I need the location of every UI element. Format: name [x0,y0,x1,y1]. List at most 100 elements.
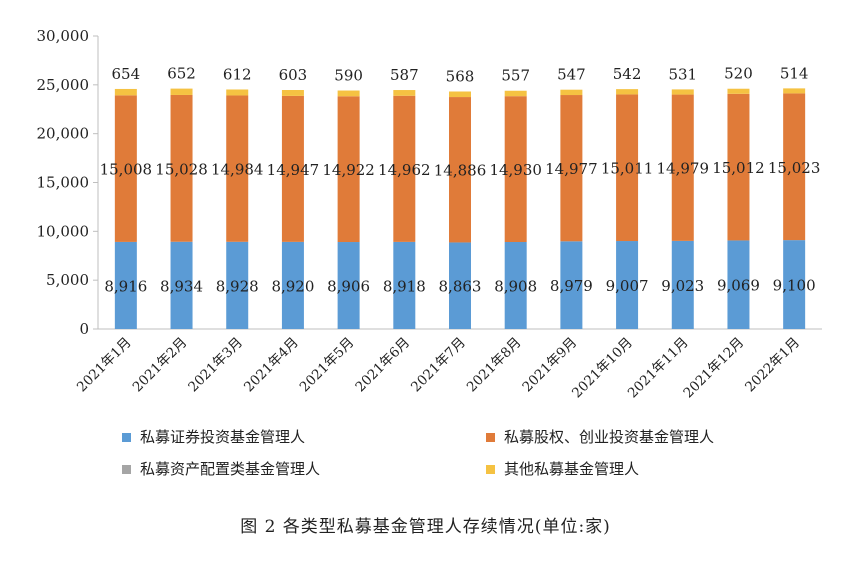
bar-segment [727,240,750,329]
bar-segment [281,241,304,329]
x-tick-label: 2021年1月 [74,335,135,396]
data-label-equity-vc: 14,977 [545,160,598,178]
x-tick-label: 2021年2月 [130,335,191,396]
bar-segment [281,95,304,242]
legend-label: 其他私募基金管理人 [504,460,639,478]
bar-segment [560,89,583,96]
data-label-other: 603 [279,66,308,84]
data-label-equity-vc: 14,930 [489,161,542,179]
x-tick-label: 2022年1月 [742,335,803,396]
data-label-equity-vc: 15,011 [601,160,654,178]
data-label-equity-vc: 15,008 [100,161,153,179]
data-label-securities: 8,863 [439,278,482,296]
bar-segment [114,241,137,329]
bar-segment [783,88,806,94]
bar-segment [393,90,416,96]
bar-segment [783,240,806,329]
data-label-other: 547 [557,66,586,84]
x-tick-label: 2021年8月 [464,335,525,396]
data-label-securities: 9,069 [717,277,760,295]
y-tick-label: 15,000 [37,174,90,192]
data-label-other: 590 [334,67,363,85]
bar-segment [226,89,249,96]
legend-label: 私募资产配置类基金管理人 [140,460,320,478]
data-label-securities: 8,918 [383,277,426,295]
data-label-equity-vc: 14,922 [322,161,375,179]
y-tick-label: 0 [79,320,89,338]
bar-segment [170,88,193,95]
bar-segment [616,94,639,242]
y-tick-label: 5,000 [46,271,89,289]
figure-caption: 图 2 各类型私募基金管理人存续情况(单位:家) [240,517,611,537]
legend-label: 私募证券投资基金管理人 [140,428,305,446]
data-label-equity-vc: 15,023 [768,159,821,177]
axes: 0 5,000 10,000 15,000 20,000 25,000 30,000 [37,27,822,338]
legend-swatch [122,465,131,474]
x-tick-label: 2021年7月 [408,335,469,396]
bar-segment [560,241,583,329]
data-label-equity-vc: 14,962 [378,161,431,179]
x-tick-label: 2021年4月 [241,335,302,396]
data-label-securities: 8,934 [160,277,203,295]
bar-segment [337,90,360,97]
x-tick-label: 2021年3月 [185,335,246,396]
x-tick-label: 2021年5月 [297,335,358,396]
bar-segment [504,90,527,97]
bar-segment [226,95,249,242]
bar-segment [449,242,471,329]
data-label-other: 557 [501,67,530,85]
bar-segment [783,93,806,241]
bar-segment [727,93,750,241]
bar-segment [616,241,639,329]
data-label-other: 612 [223,65,252,83]
bar-segment [337,242,360,329]
bar-segment [671,89,694,95]
data-label-securities: 8,928 [216,277,259,295]
data-label-securities: 8,916 [104,277,147,295]
data-label-equity-vc: 14,979 [657,160,710,178]
data-label-other: 587 [390,66,419,84]
bar-segment [671,94,694,241]
data-label-other: 542 [613,65,642,83]
bar-segment [449,97,471,243]
bar-segment [616,89,639,95]
bar-segment [504,241,527,329]
data-label-other: 652 [167,65,196,83]
data-label-securities: 9,007 [606,277,649,295]
bar-segment [671,240,694,329]
data-label-equity-vc: 14,984 [211,161,264,179]
bar-segment [337,96,360,243]
y-tick-label: 10,000 [37,222,90,240]
legend-swatch [486,433,495,442]
bars [114,88,806,329]
data-label-securities: 8,920 [271,277,314,295]
data-label-securities: 9,023 [661,277,704,295]
bar-segment [560,95,583,242]
bar-segment [504,96,527,242]
data-label-other: 568 [446,68,475,86]
data-label-equity-vc: 15,012 [712,159,765,177]
bar-segment [393,95,416,242]
data-label-equity-vc: 15,028 [155,160,208,178]
y-tick-label: 20,000 [37,125,90,143]
bar-segment [114,95,137,242]
x-tick-labels: 2021年1月2021年2月2021年3月2021年4月2021年5月2021年… [74,335,803,402]
data-label-securities: 9,100 [773,277,816,295]
data-label-equity-vc: 14,947 [267,161,320,179]
x-tick-label: 2021年9月 [519,335,580,396]
legend-swatch [486,465,495,474]
data-labels: 8,916 15,008 654 8,934 15,028 652 8,928 14,984 6… [100,64,821,295]
data-label-other: 654 [112,65,141,83]
stacked-bar-chart: 0 5,000 10,000 15,000 20,000 25,000 30,000 8,9… [37,27,822,478]
bar-segment [393,241,416,329]
bar-segment [114,88,137,96]
legend-label: 私募股权、创业投资基金管理人 [504,428,714,446]
data-label-other: 531 [668,65,697,83]
x-tick-label: 2021年6月 [352,335,413,396]
data-label-securities: 8,979 [550,277,593,295]
bar-segment [170,241,193,329]
bar-segment [449,91,471,98]
x-tick-label: 2021年12月 [680,335,747,402]
bar-segment [170,94,193,242]
